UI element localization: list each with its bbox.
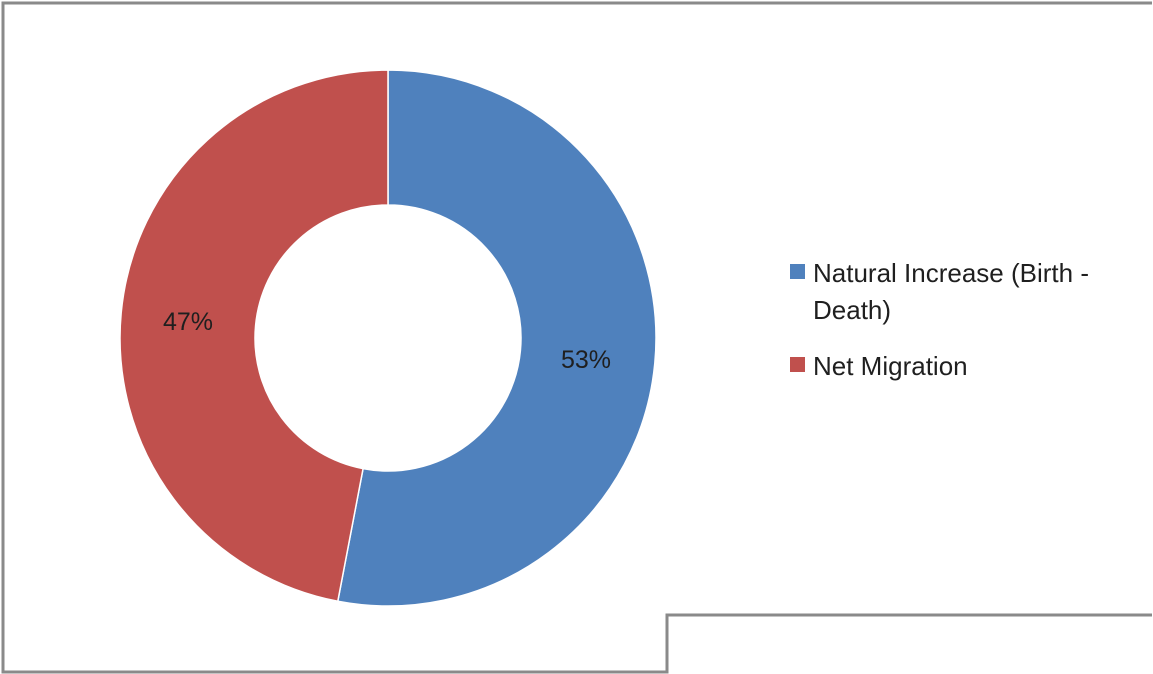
- slice-label-natural-increase: 53%: [561, 346, 611, 374]
- slice-net-migration: [119, 69, 389, 603]
- slice-natural-increase: [336, 69, 657, 607]
- legend-swatch-net-migration: [790, 357, 805, 372]
- legend: Natural Increase (Birth - Death) Net Mig…: [790, 258, 1089, 381]
- donut-slices: [119, 69, 657, 607]
- legend-label-natural-increase-line2: Death): [813, 295, 891, 325]
- legend-item-natural-increase: Natural Increase (Birth - Death): [790, 258, 1089, 325]
- data-labels: 53% 47%: [163, 308, 611, 374]
- legend-label-natural-increase-line1: Natural Increase (Birth -: [813, 258, 1089, 288]
- legend-item-net-migration: Net Migration: [790, 351, 968, 381]
- slice-label-net-migration: 47%: [163, 308, 213, 336]
- legend-swatch-natural-increase: [790, 264, 805, 279]
- legend-label-net-migration: Net Migration: [813, 351, 968, 381]
